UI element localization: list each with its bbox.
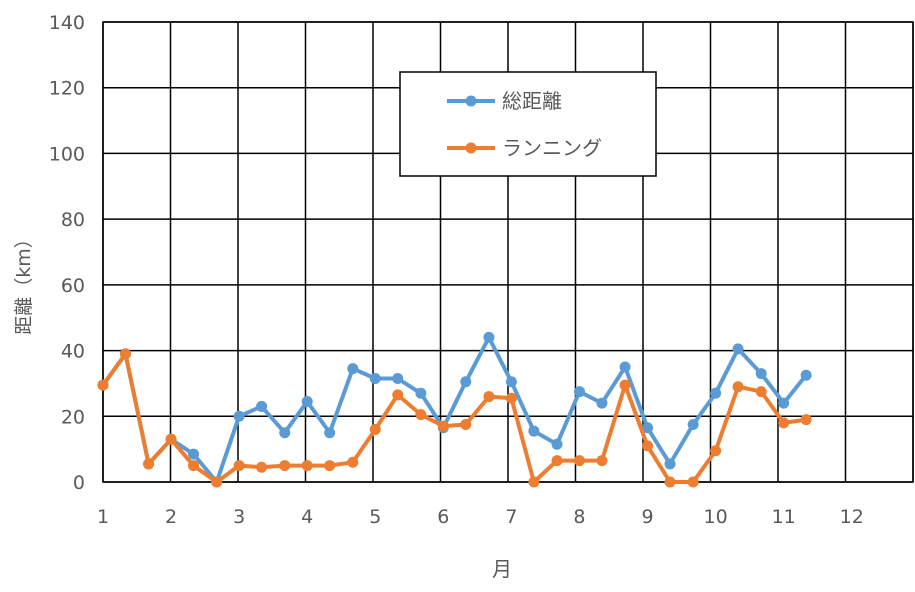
data-point <box>596 455 608 467</box>
data-point <box>324 427 336 439</box>
data-point <box>710 445 722 457</box>
data-point <box>778 397 790 409</box>
data-point <box>800 369 812 381</box>
legend-label: ランニング <box>502 136 602 160</box>
series-group <box>97 331 812 488</box>
data-point <box>710 387 722 399</box>
series-line <box>101 351 809 484</box>
y-axis-label: 距離（km） <box>13 229 35 335</box>
data-point <box>505 376 517 388</box>
data-point <box>369 373 381 384</box>
x-tick-label: 8 <box>573 506 585 528</box>
y-tick-label: 20 <box>61 406 85 428</box>
x-tick-label: 12 <box>840 506 864 528</box>
y-tick-label: 120 <box>49 78 85 100</box>
data-point <box>392 389 404 401</box>
series-2 <box>97 348 812 488</box>
data-point <box>551 455 563 467</box>
data-point <box>483 331 495 343</box>
data-point <box>619 379 631 391</box>
series-line <box>101 335 809 484</box>
y-axis-ticks: 0 20 40 60 80 100 120 140 <box>49 12 85 494</box>
data-point <box>437 420 449 432</box>
legend-marker <box>465 95 477 107</box>
data-point <box>256 461 268 473</box>
data-point <box>97 379 109 391</box>
x-tick-label: 1 <box>97 506 109 528</box>
y-tick-label: 60 <box>61 275 85 297</box>
data-point <box>279 460 291 472</box>
data-point <box>755 368 767 380</box>
y-tick-label: 80 <box>61 209 85 231</box>
legend-marker <box>465 142 477 154</box>
data-point <box>687 476 699 488</box>
data-point <box>165 433 177 445</box>
data-point <box>505 392 517 404</box>
x-tick-label: 2 <box>165 506 177 528</box>
data-point <box>188 460 200 472</box>
data-point <box>483 391 495 403</box>
data-point <box>755 386 767 398</box>
x-tick-label: 5 <box>369 506 381 528</box>
data-point <box>800 414 812 426</box>
x-tick-label: 3 <box>233 506 245 528</box>
data-point <box>233 460 245 472</box>
data-point <box>778 417 790 429</box>
data-point <box>301 460 313 472</box>
data-point <box>415 409 427 421</box>
data-point <box>551 438 563 450</box>
x-axis-ticks: 1 2 3 4 5 6 7 8 9 10 11 12 <box>97 506 864 528</box>
data-point <box>347 456 359 468</box>
y-tick-label: 140 <box>49 12 85 34</box>
data-point <box>619 361 631 373</box>
data-point <box>664 476 676 488</box>
data-point <box>573 455 585 467</box>
x-tick-label: 9 <box>641 506 653 528</box>
data-point <box>347 363 359 375</box>
data-point <box>415 387 427 399</box>
x-tick-label: 6 <box>437 506 449 528</box>
y-tick-label: 100 <box>49 143 85 165</box>
data-point <box>528 425 540 437</box>
data-point <box>732 381 744 393</box>
data-point <box>528 476 540 488</box>
data-point <box>687 419 699 430</box>
data-point <box>188 448 200 460</box>
y-tick-label: 0 <box>73 472 85 494</box>
data-point <box>392 373 404 384</box>
data-point <box>642 422 654 434</box>
y-tick-label: 40 <box>61 341 85 363</box>
data-point <box>369 423 381 435</box>
legend-label: 総距離 <box>502 89 562 113</box>
data-point <box>460 419 472 430</box>
data-point <box>119 348 131 360</box>
data-point <box>664 458 676 470</box>
data-point <box>256 400 268 412</box>
data-point <box>460 376 472 388</box>
data-point <box>596 397 608 409</box>
x-axis-label: 月 <box>492 557 512 581</box>
data-point <box>642 440 654 452</box>
data-point <box>233 410 245 422</box>
data-point <box>279 427 291 439</box>
data-point <box>211 476 223 488</box>
legend-box <box>399 71 657 177</box>
data-point <box>143 458 155 470</box>
x-tick-label: 4 <box>301 506 313 528</box>
data-point <box>301 396 313 407</box>
data-point <box>732 343 744 355</box>
data-point <box>573 386 585 398</box>
x-tick-label: 7 <box>505 506 517 528</box>
x-tick-label: 11 <box>772 506 796 528</box>
x-tick-label: 10 <box>704 506 728 528</box>
data-point <box>324 460 336 472</box>
